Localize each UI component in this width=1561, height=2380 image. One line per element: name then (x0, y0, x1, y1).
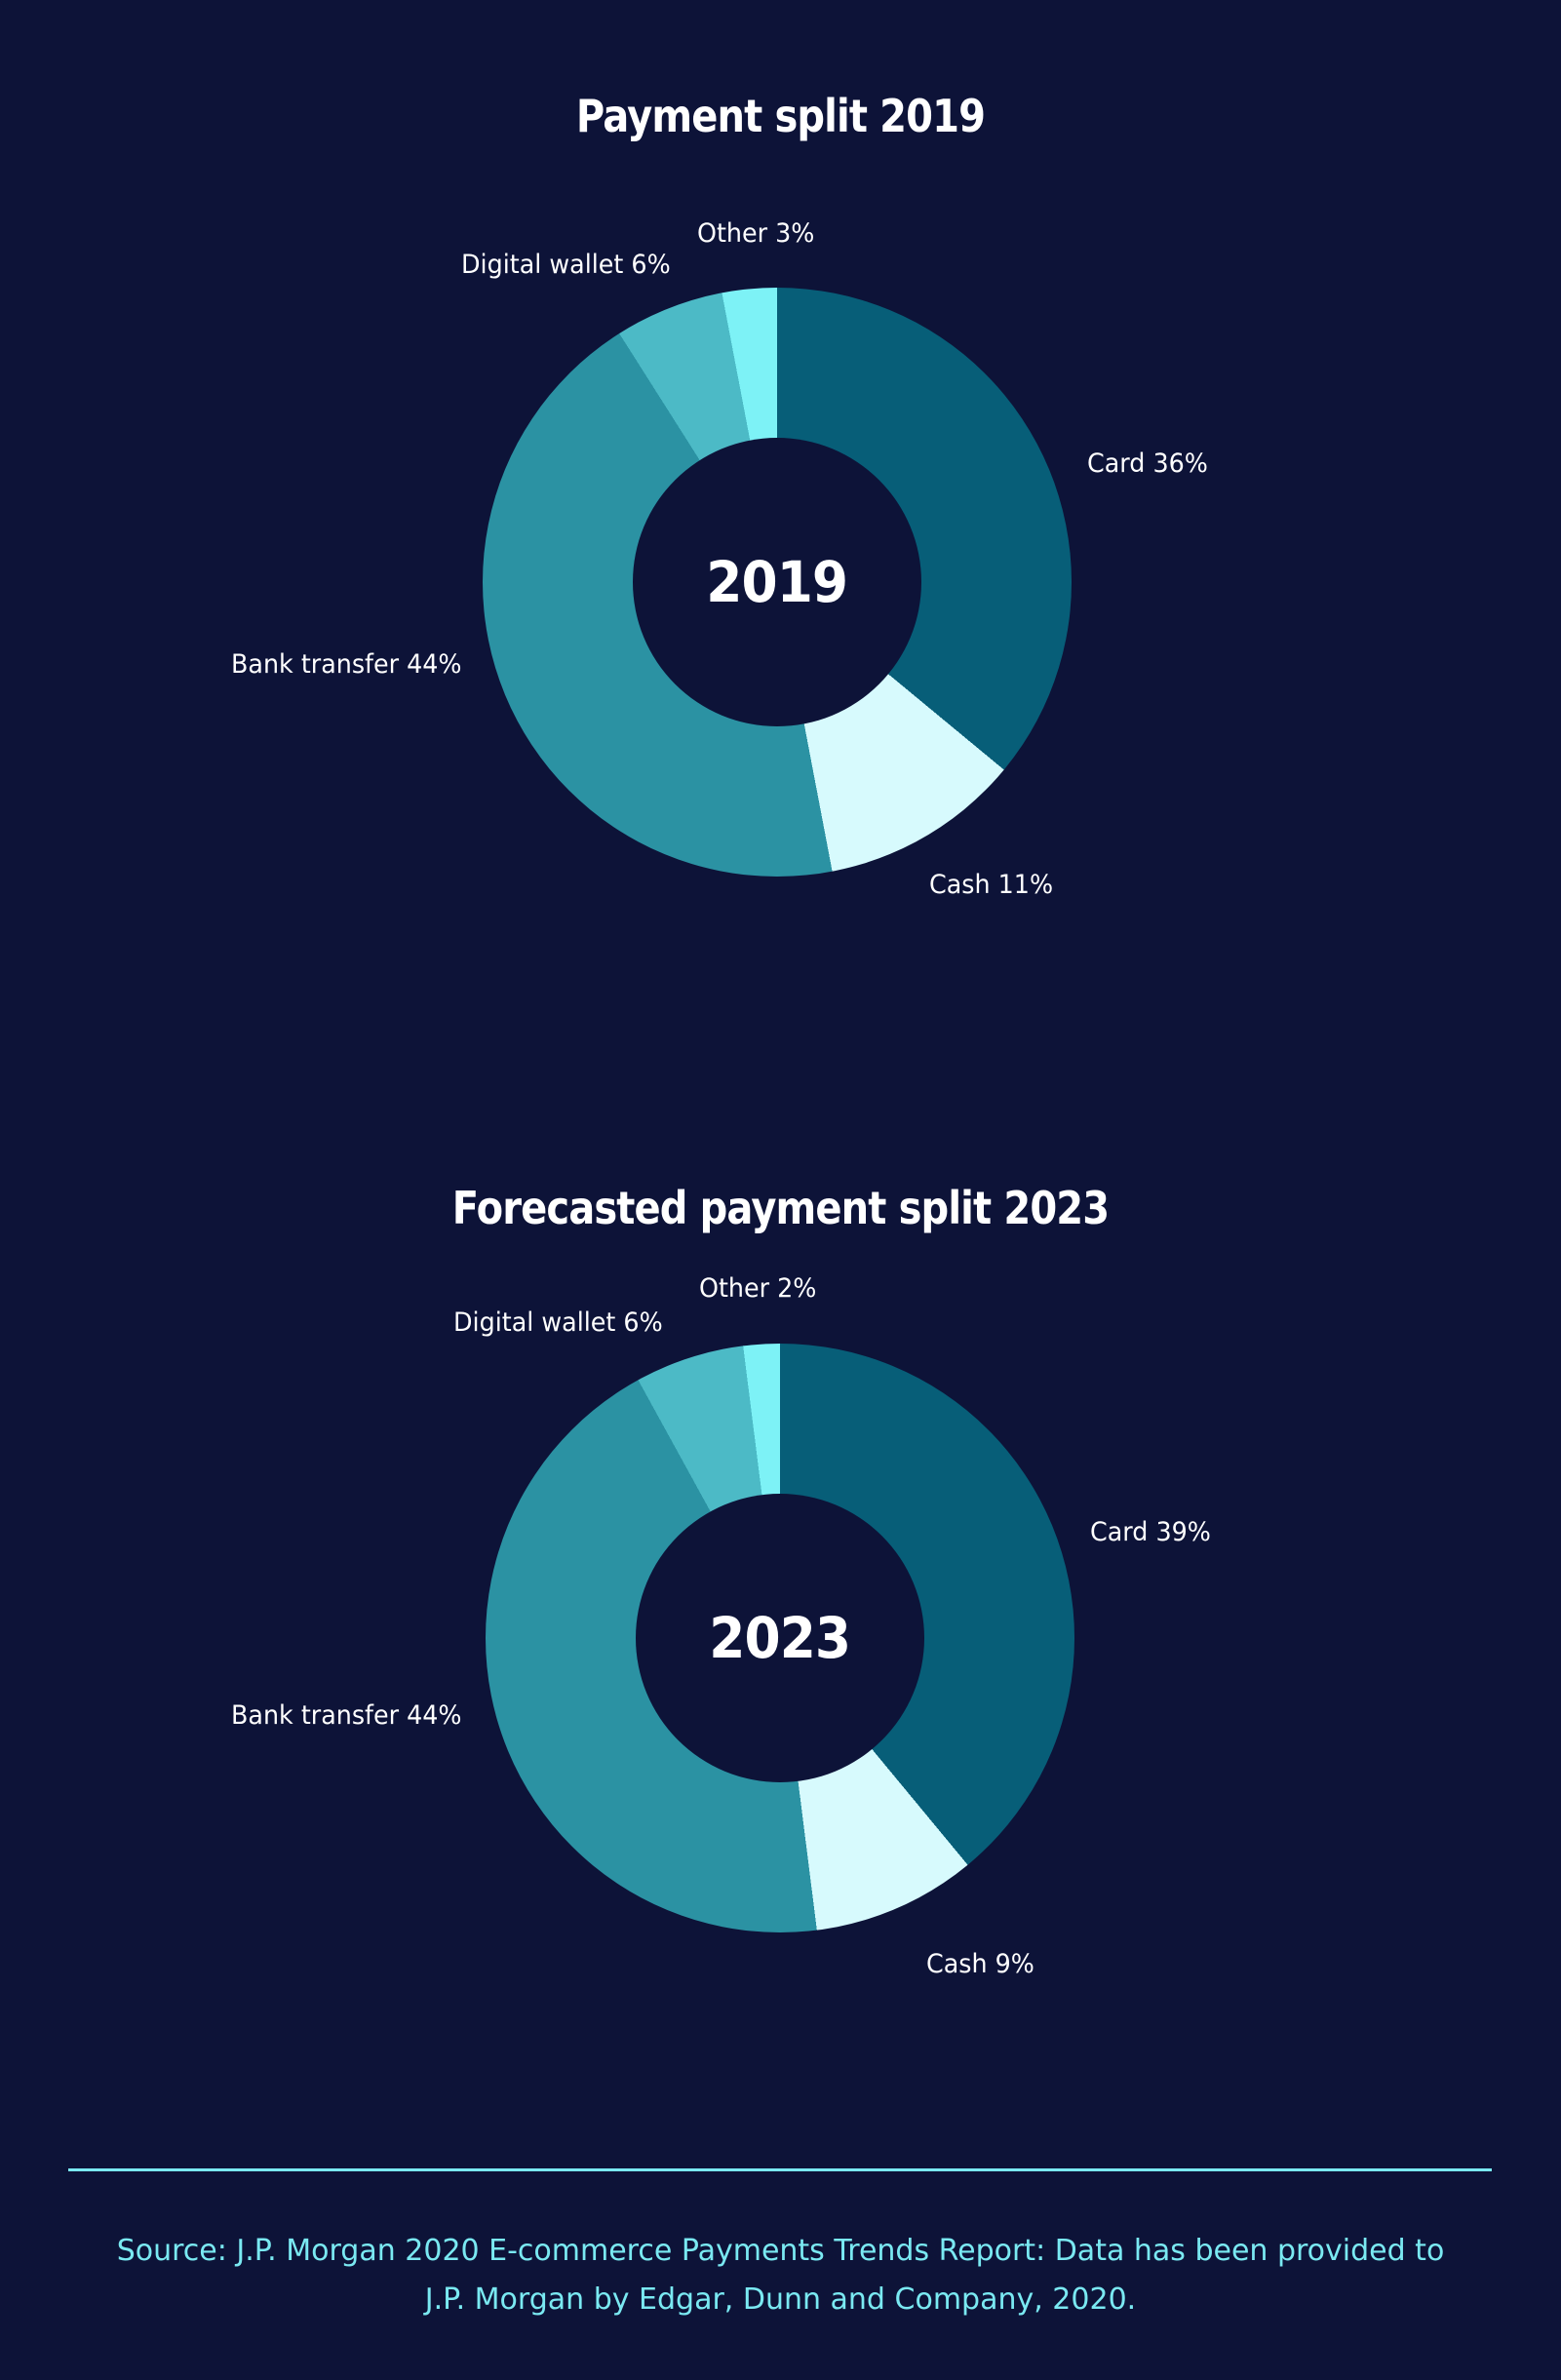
slice-label-other-2023: Other 2% (699, 1273, 817, 1304)
donut-hole-2023: 2023 (636, 1494, 924, 1782)
source-attribution: Source: J.P. Morgan 2020 E-commerce Paym… (0, 2227, 1561, 2324)
slice-label-cash-2019: Cash 11% (929, 870, 1054, 900)
slice-label-other-2019: Other 3% (697, 218, 815, 249)
chart-title-2019: Payment split 2019 (575, 90, 986, 142)
slice-label-bank-transfer-2019: Bank transfer 44% (231, 649, 462, 680)
slice-label-bank-transfer-2023: Bank transfer 44% (231, 1700, 462, 1731)
donut-chart-2019: 2019 (483, 288, 1072, 877)
source-attribution-line1: Source: J.P. Morgan 2020 E-commerce Paym… (116, 2234, 1445, 2268)
slice-label-card-2023: Card 39% (1090, 1517, 1211, 1547)
donut-hole-2019: 2019 (633, 438, 921, 726)
chart-title-2023: Forecasted payment split 2023 (451, 1182, 1110, 1234)
donut-center-label-2023: 2023 (709, 1605, 852, 1671)
source-attribution-line2: J.P. Morgan by Edgar, Dunn and Company, … (424, 2282, 1137, 2317)
slice-label-card-2019: Card 36% (1087, 449, 1208, 479)
slice-label-digital-wallet-2023: Digital wallet 6% (453, 1307, 663, 1338)
donut-center-label-2019: 2019 (706, 549, 849, 615)
slice-label-cash-2023: Cash 9% (926, 1949, 1034, 1979)
slice-label-digital-wallet-2019: Digital wallet 6% (461, 250, 671, 280)
donut-chart-2023: 2023 (486, 1344, 1074, 1932)
footer-divider-line (68, 2168, 1492, 2171)
